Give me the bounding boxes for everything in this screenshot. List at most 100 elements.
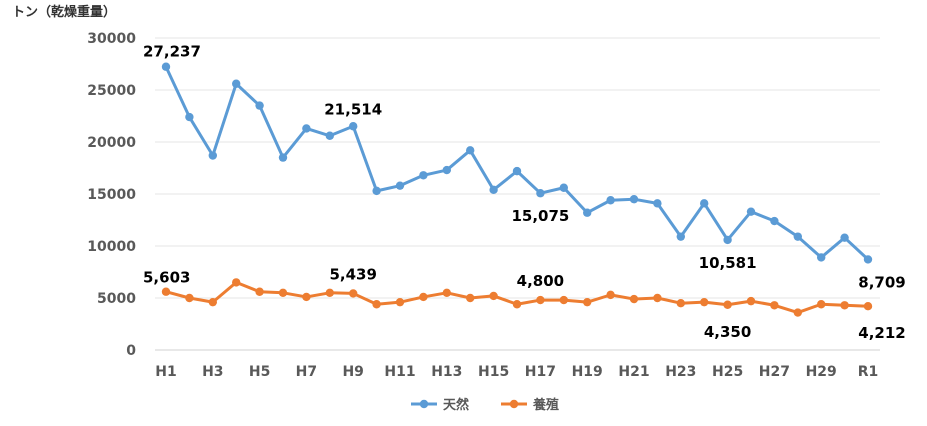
data-point	[559, 183, 568, 192]
data-point	[255, 101, 264, 110]
x-tick-label: R1	[858, 364, 879, 380]
data-point	[232, 79, 241, 88]
data-point	[606, 290, 615, 300]
data-point	[466, 293, 475, 303]
y-tick-label: 15000	[87, 187, 136, 203]
data-point	[723, 235, 732, 245]
data-point	[512, 166, 522, 176]
data-point	[863, 255, 873, 264]
x-tick-label: H25	[712, 364, 743, 380]
data-point	[395, 181, 405, 190]
series-group	[161, 62, 873, 317]
data-label: 5,439	[329, 265, 376, 283]
data-point	[419, 171, 428, 180]
data-point	[208, 297, 217, 307]
data-point	[349, 289, 358, 298]
x-tick-label: H11	[384, 364, 415, 380]
legend-marker	[419, 399, 429, 409]
data-point	[536, 295, 545, 305]
y-tick-label: 25000	[87, 83, 136, 99]
data-point	[746, 207, 756, 216]
data-point	[700, 297, 709, 307]
x-tick-label: H7	[296, 364, 317, 380]
data-point	[185, 293, 194, 303]
data-point	[817, 300, 826, 309]
x-tick-label: H19	[572, 364, 603, 380]
data-point	[559, 295, 568, 305]
y-tick-label: 20000	[87, 135, 136, 151]
data-point	[466, 146, 475, 155]
data-label: 4,212	[858, 324, 905, 342]
data-label: 4,350	[704, 323, 751, 341]
data-point	[185, 112, 194, 122]
legend-label: 養殖	[532, 397, 559, 413]
data-point	[302, 124, 311, 133]
data-point	[723, 300, 732, 309]
data-point	[840, 301, 849, 310]
data-point	[583, 297, 592, 307]
data-point	[255, 287, 264, 296]
legend: 天然 養殖	[411, 397, 559, 413]
data-point	[817, 253, 826, 262]
legend-label: 天然	[443, 397, 469, 413]
x-tick-label: H17	[525, 364, 556, 380]
data-point	[629, 195, 639, 204]
x-axis-ticks: H1 H3 H5 H7 H9 H11 H13 H15 H17 H19 H21 H23 H25 H27 H29…	[155, 364, 878, 380]
data-point	[161, 287, 171, 296]
data-label: 10,581	[699, 254, 757, 272]
data-point	[746, 296, 756, 306]
y-tick-label: 10000	[87, 239, 136, 255]
data-label: 15,075	[511, 207, 569, 225]
data-point	[653, 293, 662, 303]
x-tick-label: H29	[806, 364, 837, 380]
data-point	[489, 185, 498, 195]
data-point	[442, 165, 451, 175]
x-tick-label: H23	[665, 364, 696, 380]
data-point	[512, 300, 522, 309]
data-point	[208, 151, 217, 160]
x-tick-label: H1	[155, 364, 176, 380]
x-tick-label: H5	[249, 364, 270, 380]
y-axis-unit-label: トン（乾燥重量）	[12, 4, 116, 20]
data-point	[349, 122, 358, 131]
data-point	[770, 301, 779, 310]
data-point	[232, 278, 241, 287]
x-tick-label: H15	[478, 364, 509, 380]
data-point	[536, 189, 545, 198]
data-point	[606, 196, 615, 205]
data-point	[442, 288, 451, 297]
data-point	[583, 208, 592, 217]
data-label: 4,800	[517, 272, 564, 290]
data-labels: 27,237 21,514 15,075 10,581 8,709 5,603 5,439 4…	[143, 43, 906, 342]
x-tick-label: H13	[431, 364, 462, 380]
data-point	[629, 294, 639, 304]
x-tick-label: H27	[759, 364, 790, 380]
data-point	[489, 291, 498, 301]
x-tick-label: H21	[618, 364, 649, 380]
data-point	[278, 288, 288, 297]
data-label: 21,514	[324, 100, 382, 118]
data-point	[770, 216, 779, 226]
y-axis-ticks: 0 5000 10000 15000 20000 25000 30000	[87, 31, 136, 359]
y-tick-label: 0	[126, 343, 136, 359]
data-point	[676, 232, 685, 241]
data-point	[700, 199, 709, 208]
data-point	[372, 186, 381, 196]
data-point	[395, 297, 405, 307]
data-point	[840, 233, 849, 242]
data-point	[419, 292, 428, 302]
x-tick-label: H3	[202, 364, 223, 380]
data-point	[863, 301, 873, 311]
data-point	[793, 232, 802, 241]
x-tick-label: H9	[342, 364, 363, 380]
data-point	[793, 308, 802, 317]
data-point	[325, 288, 334, 297]
series-line-0	[164, 65, 870, 261]
data-point	[302, 292, 311, 302]
data-point	[653, 199, 662, 208]
legend-marker	[509, 399, 519, 409]
data-point	[676, 299, 685, 308]
data-label: 5,603	[143, 269, 190, 287]
data-point	[325, 131, 334, 140]
data-label: 27,237	[143, 43, 201, 61]
